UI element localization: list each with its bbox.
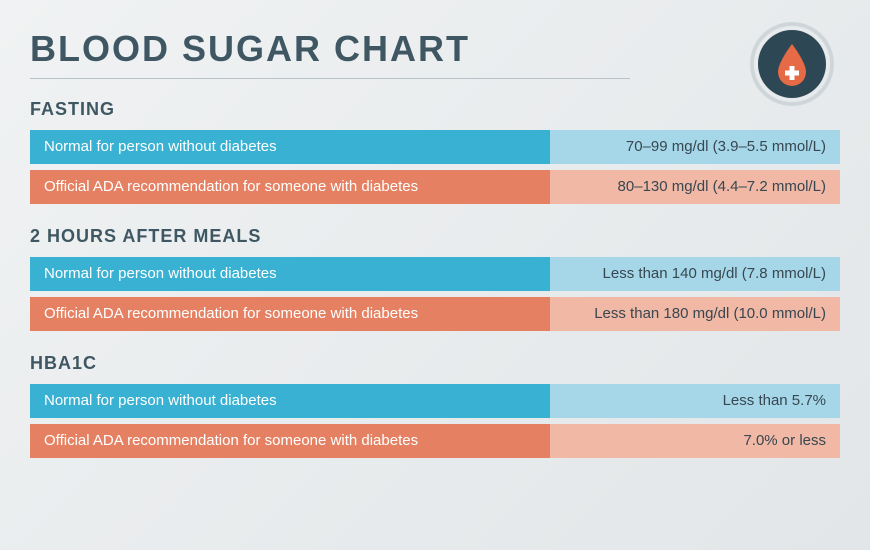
row-ada: Official ADA recommendation for someone … bbox=[30, 170, 840, 204]
row-value: 80–130 mg/dl (4.4–7.2 mmol/L) bbox=[550, 170, 840, 204]
section-heading: HBA1C bbox=[30, 353, 840, 374]
row-ada: Official ADA recommendation for someone … bbox=[30, 424, 840, 458]
row-normal: Normal for person without diabetes Less … bbox=[30, 257, 840, 291]
title-divider bbox=[30, 78, 630, 79]
row-ada: Official ADA recommendation for someone … bbox=[30, 297, 840, 331]
row-value: 7.0% or less bbox=[550, 424, 840, 458]
page-title: BLOOD SUGAR CHART bbox=[30, 28, 840, 70]
section-heading: FASTING bbox=[30, 99, 840, 120]
row-label: Official ADA recommendation for someone … bbox=[30, 170, 550, 204]
row-value: Less than 5.7% bbox=[550, 384, 840, 418]
row-label: Official ADA recommendation for someone … bbox=[30, 297, 550, 331]
badge-disc bbox=[758, 30, 826, 98]
row-label: Official ADA recommendation for someone … bbox=[30, 424, 550, 458]
chart-container: BLOOD SUGAR CHART FASTING Normal for per… bbox=[0, 0, 870, 458]
row-value: Less than 140 mg/dl (7.8 mmol/L) bbox=[550, 257, 840, 291]
blood-drop-badge bbox=[750, 22, 834, 106]
section-fasting: FASTING Normal for person without diabet… bbox=[30, 99, 840, 204]
section-heading: 2 HOURS AFTER MEALS bbox=[30, 226, 840, 247]
blood-drop-icon bbox=[774, 42, 810, 86]
row-normal: Normal for person without diabetes Less … bbox=[30, 384, 840, 418]
row-value: 70–99 mg/dl (3.9–5.5 mmol/L) bbox=[550, 130, 840, 164]
section-hba1c: HBA1C Normal for person without diabetes… bbox=[30, 353, 840, 458]
row-value: Less than 180 mg/dl (10.0 mmol/L) bbox=[550, 297, 840, 331]
row-label: Normal for person without diabetes bbox=[30, 384, 550, 418]
section-after-meals: 2 HOURS AFTER MEALS Normal for person wi… bbox=[30, 226, 840, 331]
row-label: Normal for person without diabetes bbox=[30, 257, 550, 291]
header: BLOOD SUGAR CHART bbox=[30, 28, 840, 79]
row-normal: Normal for person without diabetes 70–99… bbox=[30, 130, 840, 164]
row-label: Normal for person without diabetes bbox=[30, 130, 550, 164]
